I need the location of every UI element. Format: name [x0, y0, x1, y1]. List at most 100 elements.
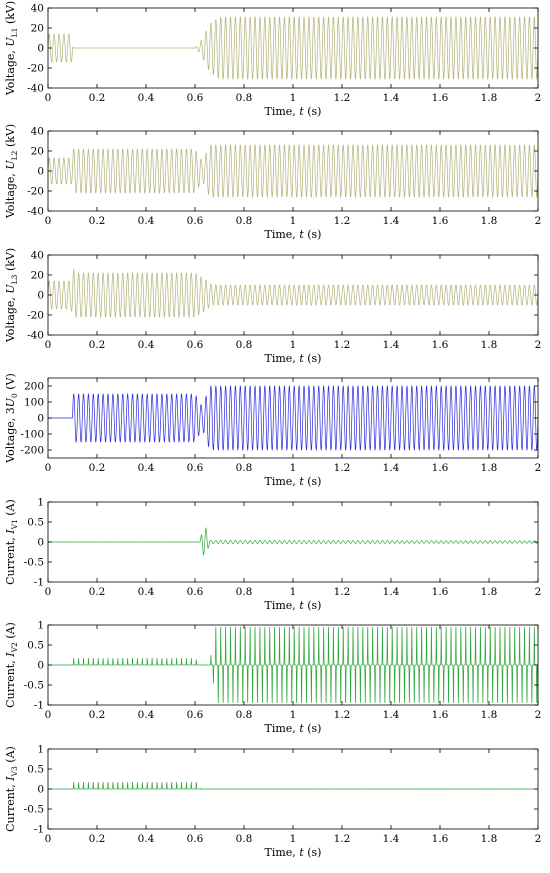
y-tick-label: -40	[27, 206, 44, 218]
x-tick-label: 0.6	[187, 215, 204, 227]
x-tick-label: 0.6	[187, 586, 204, 598]
x-tick-label: 0	[45, 586, 52, 598]
y-axis-label: Current, IV1 (A)	[4, 499, 19, 585]
y-label-prefix: Voltage, 3	[4, 407, 17, 464]
chart-panel: 0 0.2 0.4 0.6 0.8 1 1.2 1.4 1.6 1.8 2 1 0.5 0 -0.5 -1 Ti…	[4, 744, 541, 860]
y-label-var: U	[4, 284, 17, 294]
x-tick-label: 0.8	[236, 462, 253, 474]
x-label-unit: (s)	[304, 475, 322, 488]
y-tick-label: 40	[31, 3, 44, 15]
x-tick-label: 1.6	[432, 92, 449, 104]
y-tick-label: -40	[27, 330, 44, 342]
x-tick-label: 1.8	[481, 215, 498, 227]
x-tick-label: 1.8	[481, 339, 498, 351]
y-label-prefix: Voltage,	[4, 294, 17, 344]
y-axis-label: Voltage, UL3 (kV)	[4, 248, 19, 343]
x-tick-label: 1.6	[432, 709, 449, 721]
y-tick-label: 20	[31, 270, 44, 282]
y-label-unit: (V)	[4, 373, 17, 393]
x-label-unit: (s)	[304, 846, 322, 859]
y-label-var: U	[4, 160, 17, 170]
y-label-var: U	[4, 37, 17, 47]
y-tick-label: 100	[24, 397, 44, 409]
x-axis-label: Time, t (s)	[265, 228, 322, 241]
x-tick-label: 0	[45, 339, 52, 351]
signal-line	[48, 385, 538, 451]
x-tick-label: 0	[45, 215, 52, 227]
y-tick-label: 0.5	[27, 640, 44, 652]
x-tick-label: 0.6	[187, 462, 204, 474]
chart-panel: 0 0.2 0.4 0.6 0.8 1 1.2 1.4 1.6 1.8 2 200 100 0 -100 -2…	[4, 373, 541, 488]
x-tick-label: 1.8	[481, 709, 498, 721]
x-tick-label: 0.4	[138, 215, 155, 227]
y-tick-label: -0.5	[24, 804, 44, 816]
y-tick-label: 200	[24, 381, 44, 393]
y-label-var: I	[4, 776, 17, 782]
x-tick-label: 1.6	[432, 462, 449, 474]
x-tick-label: 0.8	[236, 833, 253, 845]
x-tick-label: 1.6	[432, 586, 449, 598]
x-label-unit: (s)	[304, 352, 322, 365]
y-axis-label: Voltage, UL2 (kV)	[4, 124, 19, 219]
x-tick-label: 1.8	[481, 462, 498, 474]
x-tick-label: 0.8	[236, 709, 253, 721]
x-tick-label: 1.4	[383, 586, 400, 598]
x-tick-label: 0.4	[138, 709, 155, 721]
x-tick-label: 1.4	[383, 215, 400, 227]
y-tick-label: -20	[27, 63, 44, 75]
x-tick-label: 1.4	[383, 709, 400, 721]
x-tick-label: 0.2	[89, 586, 106, 598]
y-tick-label: -200	[20, 445, 44, 457]
x-label-prefix: Time,	[265, 475, 300, 488]
x-axis-label: Time, t (s)	[265, 352, 322, 365]
x-tick-label: 0.6	[187, 709, 204, 721]
y-tick-label: 0	[37, 537, 44, 549]
y-tick-label: -1	[34, 700, 44, 712]
y-tick-label: 1	[37, 497, 44, 509]
x-tick-label: 0.4	[138, 833, 155, 845]
x-tick-label: 1.4	[383, 92, 400, 104]
y-label-sub: L1	[10, 28, 19, 38]
y-label-unit: (A)	[4, 499, 17, 519]
y-label-sub: L3	[10, 274, 19, 284]
x-axis-label: Time, t (s)	[265, 475, 322, 488]
chart-panel: 0 0.2 0.4 0.6 0.8 1 1.2 1.4 1.6 1.8 2 40 20 0 -20 -40 Ti…	[4, 248, 541, 365]
x-tick-label: 1	[290, 586, 297, 598]
x-tick-label: 1.2	[334, 586, 351, 598]
x-tick-label: 0.8	[236, 586, 253, 598]
y-label-sub: 0	[10, 393, 19, 398]
x-axis-label: Time, t (s)	[265, 722, 322, 735]
y-label-prefix: Current,	[4, 657, 17, 708]
x-label-var: t	[299, 105, 304, 118]
x-tick-label: 0.2	[89, 339, 106, 351]
y-tick-label: 40	[31, 250, 44, 262]
x-label-var: t	[299, 722, 304, 735]
x-tick-label: 1	[290, 339, 297, 351]
y-tick-label: -20	[27, 310, 44, 322]
x-tick-label: 1.6	[432, 833, 449, 845]
y-axis-label: Current, IV3 (A)	[4, 746, 19, 832]
y-label-prefix: Voltage,	[4, 170, 17, 220]
x-label-prefix: Time,	[265, 352, 300, 365]
x-tick-label: 0	[45, 709, 52, 721]
x-tick-label: 0.4	[138, 462, 155, 474]
y-label-var: I	[4, 652, 17, 658]
y-tick-label: 0.5	[27, 764, 44, 776]
x-axis-label: Time, t (s)	[265, 846, 322, 859]
y-label-unit: (kV)	[4, 124, 17, 151]
x-tick-label: 0	[45, 833, 52, 845]
x-tick-label: 0.6	[187, 92, 204, 104]
x-tick-label: 1.6	[432, 215, 449, 227]
y-tick-label: 1	[37, 620, 44, 632]
x-tick-label: 1.6	[432, 339, 449, 351]
signal-line	[48, 269, 538, 318]
y-label-var: I	[4, 529, 17, 535]
y-label-sub: V3	[10, 766, 19, 777]
y-label-unit: (kV)	[4, 248, 17, 275]
x-label-prefix: Time,	[265, 599, 300, 612]
y-label-sub: L2	[10, 150, 19, 160]
y-tick-label: -0.5	[24, 680, 44, 692]
signal-line	[48, 16, 538, 80]
y-label-sub: V2	[10, 642, 19, 653]
chart-panel: 0 0.2 0.4 0.6 0.8 1 1.2 1.4 1.6 1.8 2 40 20 0 -20 -40 Ti…	[4, 124, 541, 241]
